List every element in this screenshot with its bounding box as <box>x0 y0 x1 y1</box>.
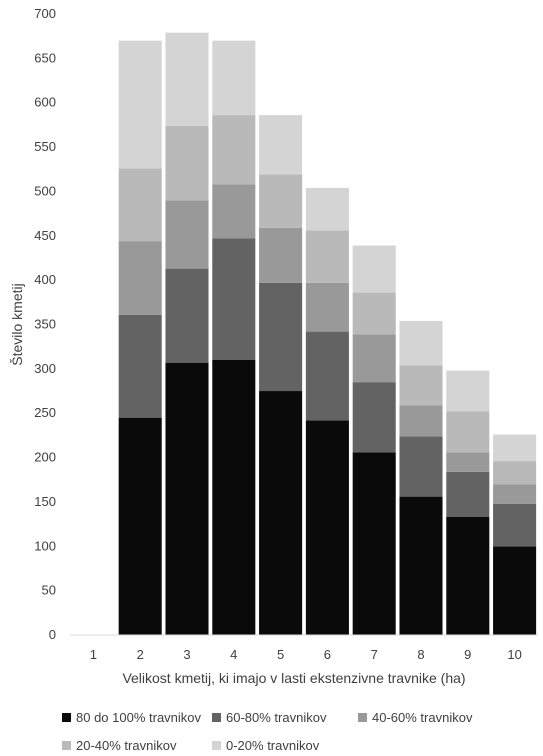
bar-segment <box>352 334 396 383</box>
y-tick-label: 700 <box>34 6 56 21</box>
x-tick-label: 6 <box>324 647 331 662</box>
bar-segment <box>165 268 209 363</box>
bar-segment <box>259 391 303 635</box>
y-tick-label: 200 <box>34 450 56 465</box>
bar-segment <box>493 434 537 462</box>
bar-segment <box>305 230 349 283</box>
y-tick-label: 300 <box>34 361 56 376</box>
x-tick-label: 2 <box>137 647 144 662</box>
x-tick-label: 5 <box>277 647 284 662</box>
y-tick-label: 100 <box>34 538 56 553</box>
bar-segment <box>399 496 443 635</box>
bar-segment <box>493 503 537 547</box>
y-tick-label: 450 <box>34 228 56 243</box>
x-tick-label: 9 <box>464 647 471 662</box>
legend-label: 0-20% travnikov <box>226 738 320 753</box>
y-tick-label: 250 <box>34 405 56 420</box>
bar-segment <box>399 405 443 437</box>
legend-label: 20-40% travnikov <box>76 738 177 753</box>
bar-segment <box>212 184 256 239</box>
y-tick-label: 50 <box>42 583 56 598</box>
x-axis-title: Velikost kmetij, ki imajo v lasti eksten… <box>122 670 465 686</box>
bar-segment <box>446 517 490 635</box>
bar-segment <box>259 174 303 228</box>
bar-segment <box>352 245 396 293</box>
y-tick-label: 400 <box>34 272 56 287</box>
bar-segment <box>165 362 209 635</box>
y-tick-label: 350 <box>34 317 56 332</box>
bars-group <box>118 32 537 635</box>
bar-segment <box>446 411 490 453</box>
x-tick-label: 1 <box>90 647 97 662</box>
bar-segment <box>212 359 256 635</box>
x-tick-label: 3 <box>183 647 190 662</box>
legend-swatch <box>212 741 221 750</box>
bar-segment <box>399 365 443 406</box>
bar-segment <box>165 32 209 126</box>
x-tick-label: 7 <box>371 647 378 662</box>
bar-segment <box>446 452 490 472</box>
y-tick-label: 650 <box>34 50 56 65</box>
legend-swatch <box>62 741 71 750</box>
bar-segment <box>305 282 349 332</box>
bar-segment <box>399 320 443 366</box>
bar-segment <box>165 125 209 201</box>
x-tick-label: 4 <box>230 647 237 662</box>
x-tick-label: 10 <box>507 647 521 662</box>
bar-segment <box>493 546 537 635</box>
bar-segment <box>118 168 162 242</box>
legend-label: 80 do 100% travnikov <box>76 710 202 725</box>
bar-segment <box>399 436 443 497</box>
y-axis-title: Število kmetij <box>9 283 25 365</box>
bar-segment <box>259 282 303 392</box>
y-tick-label: 500 <box>34 183 56 198</box>
y-axis-ticks: 0 50 100 150 200 250 300 350 400 450 500 550 600 650 7… <box>34 6 56 642</box>
bar-segment <box>493 484 537 504</box>
bar-segment <box>305 420 349 635</box>
bar-segment <box>352 452 396 635</box>
bar-segment <box>118 241 162 315</box>
legend-swatch <box>212 713 221 722</box>
y-tick-label: 600 <box>34 95 56 110</box>
x-tick-label: 8 <box>417 647 424 662</box>
bar-segment <box>118 40 162 169</box>
bar-segment <box>165 200 209 269</box>
bar-segment <box>212 40 256 116</box>
bar-segment <box>118 417 162 635</box>
bar-segment <box>446 370 490 412</box>
x-axis-ticks: 1 2 3 4 5 6 7 8 9 10 <box>90 647 522 662</box>
y-tick-label: 550 <box>34 139 56 154</box>
bar-segment <box>212 115 256 185</box>
legend-swatch <box>358 713 367 722</box>
bar-segment <box>212 238 256 360</box>
bar-segment <box>493 461 537 485</box>
bar-segment <box>259 227 303 283</box>
legend: 80 do 100% travnikov 60-80% travnikov 40-6… <box>62 710 473 753</box>
legend-label: 60-80% travnikov <box>226 710 327 725</box>
bar-segment <box>118 314 162 418</box>
legend-swatch <box>62 713 71 722</box>
bar-segment <box>446 471 490 518</box>
bar-segment <box>305 187 349 231</box>
bar-segment <box>305 331 349 421</box>
bar-segment <box>352 382 396 453</box>
y-tick-label: 150 <box>34 494 56 509</box>
bar-segment <box>259 115 303 175</box>
legend-label: 40-60% travnikov <box>372 710 473 725</box>
y-tick-label: 0 <box>49 627 56 642</box>
bar-segment <box>352 292 396 335</box>
